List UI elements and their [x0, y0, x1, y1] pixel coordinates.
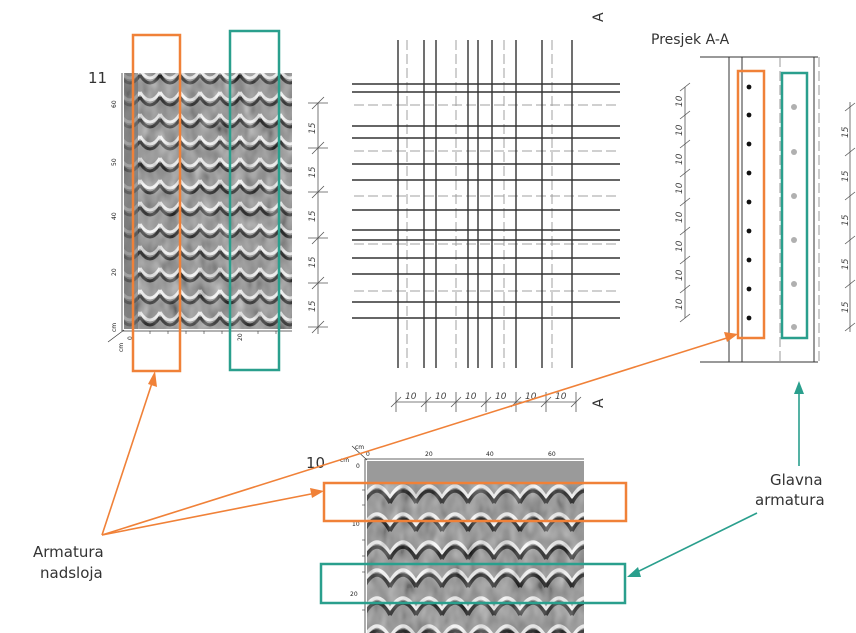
scan-11-tick-0: 0	[127, 336, 134, 340]
overlay-arrows	[101, 336, 731, 536]
scan-10-tick-20: 20	[425, 451, 433, 458]
plan-dim-h-6: 10	[555, 392, 567, 402]
scan-10-number: 10	[306, 454, 325, 472]
plan-dim-v-2: 15	[308, 166, 318, 178]
overlay-arrowheads	[148, 332, 738, 498]
section-dim-r-4: 15	[841, 258, 851, 270]
main-arrowheads	[627, 381, 804, 577]
section-main-box	[780, 71, 809, 340]
section-dim-l-1: 10	[675, 95, 685, 107]
scan-10-texture	[367, 483, 584, 633]
section-overlay-box	[736, 69, 766, 340]
arrowhead-to-scan-10	[310, 488, 324, 498]
scan-11-tick-20: 20	[111, 268, 118, 276]
scan-10-tick-60: 60	[548, 451, 556, 458]
scan-11-tick-cm: cm	[118, 343, 125, 352]
plan-dim-v-3: 15	[308, 210, 318, 222]
main-rebar-dots	[791, 104, 797, 330]
scan-11-tick-cm-left: cm	[111, 323, 118, 332]
plan-horizontal-dimension: 10 10 10 10 10 10	[390, 392, 582, 412]
main-label-line2: armatura	[755, 491, 825, 509]
scan-10-tick-l20: 20	[350, 591, 358, 598]
plan-dim-h-4: 10	[495, 392, 507, 402]
scan-11-tick-60: 60	[111, 100, 118, 108]
section-left-dimension: 10 10 10 10 10 10 10 10	[675, 82, 691, 323]
section-dim-l-8: 10	[675, 298, 685, 310]
section-dim-r-2: 15	[841, 170, 851, 182]
scan-10-tick-l10: 10	[352, 521, 360, 528]
scan-10-header-band	[367, 461, 584, 483]
scan-11-main-box	[228, 29, 281, 372]
scan-11-corner-line	[107, 329, 125, 343]
scan-10-overlay-box	[322, 481, 628, 523]
section-dim-r-3: 15	[841, 214, 851, 226]
section-dim-l-2: 10	[675, 124, 685, 136]
scan-11-overlay-box	[131, 33, 182, 373]
main-label-line1: Glavna	[770, 471, 823, 489]
scan-10-tick-l0: 0	[356, 463, 360, 470]
plan-dim-h-2: 10	[435, 392, 447, 402]
arrowhead-to-section-main	[794, 381, 804, 394]
scan-10-tick-cm-left: cm	[340, 457, 349, 464]
section-dim-l-3: 10	[675, 153, 685, 165]
section-dim-r-1: 15	[841, 126, 851, 138]
plan-dim-h-1: 10	[405, 392, 417, 402]
scan-10-left-ticks	[362, 489, 365, 611]
scan-11: 11 60 50 40 20 cm cm 0 20	[88, 29, 292, 373]
section-marker-top: A	[591, 12, 607, 22]
scan-11-bottom-ticks	[149, 331, 277, 334]
scan-10-tick-40: 40	[486, 451, 494, 458]
scan-10: 10 cm 0 20 40 60 cm 0 10 20	[306, 444, 628, 633]
section-dim-l-4: 10	[675, 182, 685, 194]
scan-11-number: 11	[88, 69, 107, 87]
overlay-label-line2: nadsloja	[40, 564, 103, 582]
plan-dim-v-4: 15	[308, 256, 318, 268]
scan-10-tick-cm-top: cm	[355, 444, 364, 451]
section-a-a: Presjek A-A	[651, 32, 856, 363]
plan-vertical-bars	[397, 40, 573, 368]
scan-11-tick-40: 40	[111, 212, 118, 220]
plan-vertical-dimension: 15 15 15 15 15	[308, 96, 328, 334]
arrowhead-to-scan-10-main	[627, 567, 641, 577]
section-dim-l-5: 10	[675, 211, 685, 223]
plan-dim-v-5: 15	[308, 300, 318, 312]
rebar-plan: A A 15 15 15 15 15	[308, 12, 620, 412]
plan-horizontal-bars	[352, 83, 620, 319]
main-arrows	[634, 390, 800, 574]
overlay-rebar-dots	[746, 84, 752, 321]
scan-11-left-band	[124, 73, 138, 329]
scan-10-main-box	[319, 562, 627, 605]
scan-11-tick-20b: 20	[237, 333, 244, 341]
section-title: Presjek A-A	[651, 32, 730, 48]
arrowhead-to-scan-11	[148, 371, 157, 387]
plan-dim-h-3: 10	[465, 392, 477, 402]
scan-11-texture	[124, 73, 292, 329]
plan-dim-h-5: 10	[525, 392, 537, 402]
overlay-label-line1: Armatura	[33, 543, 104, 561]
plan-dim-v-1: 15	[308, 122, 318, 134]
scan-10-tick-0: 0	[366, 451, 370, 458]
section-right-dimension: 15 15 15 15 15	[841, 102, 856, 332]
arrowhead-to-section	[724, 332, 738, 342]
section-dim-l-7: 10	[675, 269, 685, 281]
section-dim-r-5: 15	[841, 301, 851, 313]
plan-dashed-lines	[354, 40, 620, 368]
section-dim-l-6: 10	[675, 240, 685, 252]
scan-11-tick-50: 50	[111, 158, 118, 166]
section-marker-bottom: A	[591, 398, 607, 408]
